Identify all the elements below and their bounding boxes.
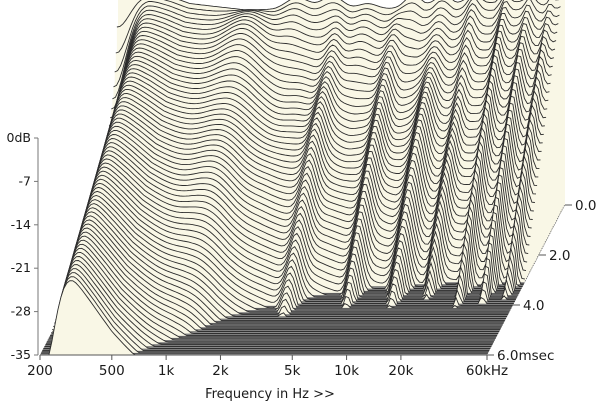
decay-slice-line xyxy=(106,35,555,140)
x-tick-label: 500 xyxy=(99,363,125,379)
decay-slice-line xyxy=(54,227,502,328)
y-tick-label: -7 xyxy=(19,173,31,188)
y-tick-label: -14 xyxy=(11,217,31,232)
decay-slice-line xyxy=(69,170,518,298)
decay-slice-line xyxy=(80,129,529,257)
decay-slice-line xyxy=(68,174,516,300)
decay-slice-line xyxy=(88,101,537,215)
decay-slice-line xyxy=(114,0,560,73)
y-tick-label: -21 xyxy=(11,260,31,275)
y-axis-ticks: 0dB -7 -14 -21 -28 -35 xyxy=(7,130,38,362)
decay-slice-line xyxy=(104,43,552,152)
decay-slice-line xyxy=(47,251,495,341)
decay-slice-line xyxy=(105,39,553,147)
decay-slice-line xyxy=(57,215,505,322)
decay-slice-line xyxy=(87,105,535,219)
chart-axes xyxy=(37,138,487,356)
time-tick-label: 2.0 xyxy=(549,248,570,264)
x-axis-ticks: 200 500 1k 2k 5k 10k 20k 60kHz xyxy=(27,355,508,379)
decay-slice-line xyxy=(60,203,509,315)
decay-slice-line xyxy=(71,162,520,294)
decay-slice-line xyxy=(83,121,531,241)
x-tick-label: 20k xyxy=(388,363,413,379)
decay-slice-line xyxy=(64,190,512,309)
y-tick-label: -35 xyxy=(11,347,31,362)
decay-slice-line xyxy=(48,247,496,339)
decay-slice-line xyxy=(97,68,545,182)
decay-slice-line xyxy=(43,268,491,350)
decay-slice-line xyxy=(42,272,490,352)
time-tick-label: 6.0msec xyxy=(497,348,554,364)
decay-slice-line xyxy=(84,117,532,233)
decay-slice-line xyxy=(115,0,503,54)
x-tick-label: 2k xyxy=(212,363,229,379)
decay-slice-line xyxy=(113,0,561,88)
decay-slice-line xyxy=(103,47,551,158)
decay-slice-line xyxy=(92,88,540,203)
decay-slice-line xyxy=(86,109,534,223)
decay-slice-line xyxy=(102,51,550,163)
decay-slice-line xyxy=(100,59,548,173)
y-tick-label: -28 xyxy=(11,304,31,319)
decay-slice-line xyxy=(109,16,558,119)
decay-slice-line xyxy=(52,235,500,332)
decay-slice-line xyxy=(77,142,526,281)
decay-slice-line xyxy=(95,76,543,190)
decay-slice-line xyxy=(59,207,508,317)
decay-slice-line xyxy=(112,4,560,100)
decay-slice-line xyxy=(82,125,530,249)
decay-slice-line xyxy=(58,211,506,320)
time-axis-ticks: 0.0 2.0 4.0 6.0msec xyxy=(487,198,596,364)
decay-slice-line xyxy=(50,243,497,337)
decay-slice-line xyxy=(73,158,521,292)
decay-slice-line xyxy=(70,166,519,296)
decay-slice-fill xyxy=(40,280,487,355)
time-tick-label: 0.0 xyxy=(575,198,596,214)
y-tick-label: 0dB xyxy=(7,130,31,145)
decay-slice-line xyxy=(56,219,504,324)
decay-curves xyxy=(40,0,565,356)
decay-slice-line xyxy=(79,134,528,265)
decay-slice-line xyxy=(53,231,501,330)
decay-slice-line xyxy=(75,150,523,287)
decay-slice-line xyxy=(98,64,547,177)
decay-slice-line xyxy=(65,186,513,307)
decay-slice-line xyxy=(96,72,544,186)
decay-slice-line xyxy=(91,93,539,207)
x-tick-label: 10k xyxy=(334,363,359,379)
decay-slice-line xyxy=(55,223,503,326)
decay-slice-line xyxy=(41,276,489,354)
decay-slice-line xyxy=(46,256,494,343)
decay-slice-line xyxy=(45,260,493,345)
decay-slice-line xyxy=(66,182,514,305)
decay-slice-line xyxy=(74,154,522,290)
decay-slice-line xyxy=(116,0,498,28)
decay-slice-line xyxy=(111,10,559,110)
decay-slice-line xyxy=(61,199,510,313)
x-tick-label: 5k xyxy=(284,363,301,379)
decay-slice-fill xyxy=(54,228,502,328)
decay-slice-line xyxy=(90,97,538,211)
decay-slice-line xyxy=(101,55,549,168)
decay-slice-line xyxy=(44,264,492,347)
x-tick-label: 200 xyxy=(27,363,53,379)
x-tick-label: 1k xyxy=(158,363,175,379)
decay-slice-line xyxy=(63,195,511,311)
decay-slice-line xyxy=(94,80,542,194)
time-tick-label: 4.0 xyxy=(523,298,544,314)
decay-slice-line xyxy=(107,29,556,134)
x-axis-label: Frequency in Hz >> xyxy=(205,387,335,402)
x-tick-label: 60kHz xyxy=(466,363,508,379)
decay-slice-line xyxy=(178,0,465,11)
decay-slice-line xyxy=(50,239,499,335)
decay-slice-line xyxy=(85,113,533,227)
decay-slice-line xyxy=(67,178,515,302)
decay-slice-line xyxy=(108,23,557,127)
decay-slice-line xyxy=(78,138,527,273)
decay-slice-line xyxy=(76,146,524,285)
decay-slice-line xyxy=(93,84,541,199)
